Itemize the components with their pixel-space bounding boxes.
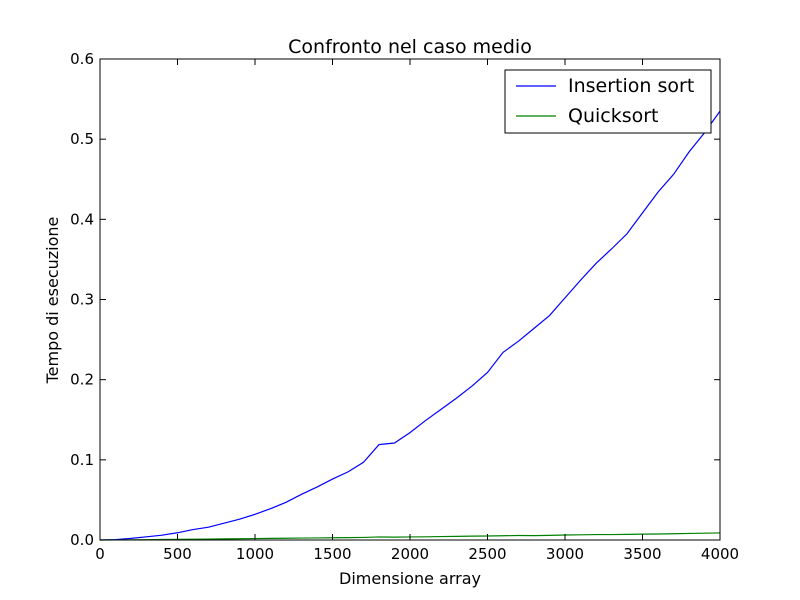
axes-ticks: 0 500 1000 1500 2000 2500 3000 3500 4000 0.0 0.1 0.… bbox=[70, 50, 739, 563]
x-tick-label: 1000 bbox=[236, 545, 274, 563]
x-axis-label: Dimensione array bbox=[339, 569, 481, 588]
series-line-insertion-sort bbox=[99, 110, 721, 541]
x-tick-label: 2500 bbox=[468, 545, 506, 563]
y-tick-label: 0.4 bbox=[70, 210, 94, 228]
x-tick-label: 1500 bbox=[313, 545, 351, 563]
y-tick-label: 0.1 bbox=[70, 451, 94, 469]
y-tick-label: 0.3 bbox=[70, 291, 94, 309]
x-tick-label: 3500 bbox=[623, 545, 661, 563]
x-tick-label: 0 bbox=[95, 545, 105, 563]
y-tick-label: 0.2 bbox=[70, 371, 94, 389]
plot-frame bbox=[99, 58, 721, 541]
x-tick-label: 3000 bbox=[546, 545, 584, 563]
legend-label-quicksort: Quicksort bbox=[568, 105, 659, 127]
x-tick-label: 2000 bbox=[391, 545, 429, 563]
y-axis-label: Tempo di esecuzione bbox=[43, 217, 62, 385]
x-tick-label: 4000 bbox=[701, 545, 739, 563]
legend-box bbox=[504, 69, 712, 134]
y-tick-label: 0.5 bbox=[70, 130, 94, 148]
legend-label-insertion-sort: Insertion sort bbox=[568, 75, 694, 97]
y-tick-label: 0.0 bbox=[70, 531, 94, 549]
y-tick-label: 0.6 bbox=[70, 50, 94, 68]
legend: Insertion sort Quicksort bbox=[504, 69, 712, 134]
x-tick-label: 500 bbox=[163, 545, 192, 563]
chart-title: Confronto nel caso medio bbox=[288, 36, 532, 58]
